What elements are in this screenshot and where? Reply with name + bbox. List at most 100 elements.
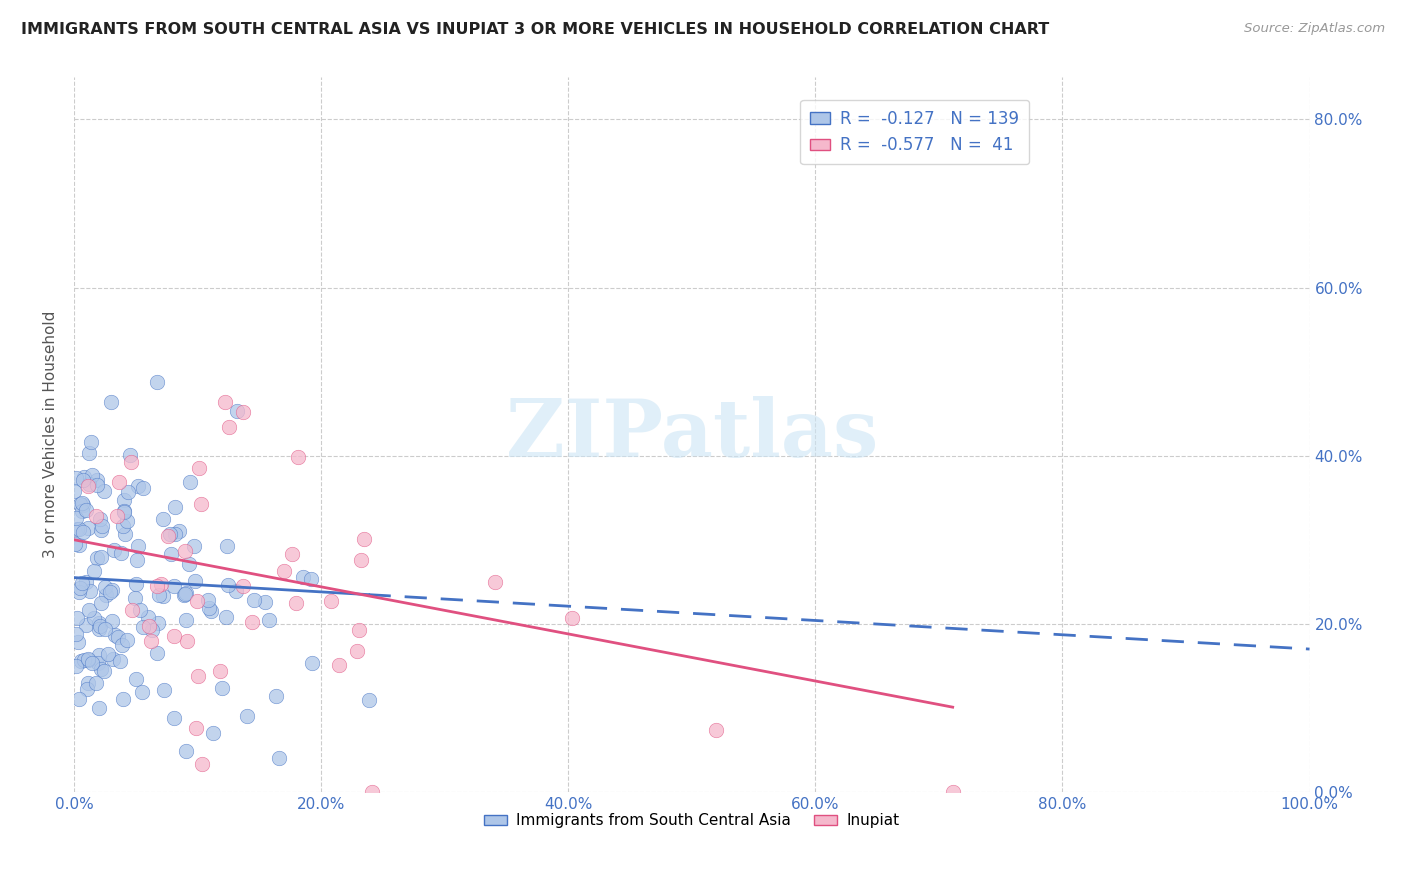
Point (197, 593, 219, 607)
Point (132, 620, 155, 634)
Point (202, 725, 225, 739)
Point (176, 613, 198, 627)
Point (484, 575, 506, 590)
Point (280, 547, 302, 561)
Point (146, 616, 169, 631)
Point (75, 574, 97, 589)
Point (217, 578, 239, 592)
Point (83, 610, 105, 624)
Point (156, 528, 179, 542)
Point (73, 470, 96, 484)
Point (93, 664, 115, 678)
Point (174, 744, 197, 758)
Point (69, 498, 91, 512)
Point (190, 497, 212, 511)
Point (83, 564, 105, 578)
Point (243, 593, 266, 607)
Point (145, 646, 167, 660)
Text: IMMIGRANTS FROM SOUTH CENTRAL ASIA VS INUPIAT 3 OR MORE VEHICLES IN HOUSEHOLD CO: IMMIGRANTS FROM SOUTH CENTRAL ASIA VS IN… (21, 22, 1049, 37)
Point (72, 498, 94, 512)
Point (76, 521, 98, 535)
Point (63, 537, 86, 551)
Point (110, 654, 132, 668)
Point (112, 519, 135, 533)
Point (65, 658, 87, 673)
Point (98, 585, 121, 599)
Point (287, 450, 309, 465)
Point (292, 570, 315, 584)
Point (94, 580, 117, 594)
Point (77, 446, 100, 460)
Point (561, 611, 583, 625)
Point (149, 577, 172, 591)
Point (101, 652, 124, 666)
Point (138, 619, 160, 633)
Point (67, 584, 90, 599)
Point (72, 473, 94, 487)
Point (346, 643, 368, 657)
Y-axis label: 3 or more Vehicles in Household: 3 or more Vehicles in Household (44, 311, 58, 558)
Point (112, 505, 135, 519)
Point (63, 483, 86, 498)
Point (129, 603, 152, 617)
Point (226, 404, 249, 418)
Point (104, 628, 127, 642)
Point (89, 622, 111, 636)
Point (257, 613, 280, 627)
Point (94, 622, 117, 636)
Point (90, 549, 112, 564)
Point (353, 532, 375, 546)
Point (136, 610, 159, 624)
Point (121, 602, 143, 616)
Point (191, 756, 214, 771)
Point (236, 708, 259, 723)
Point (120, 455, 142, 469)
Point (131, 685, 153, 699)
Point (76, 676, 98, 690)
Legend: Immigrants from South Central Asia, Inupiat: Immigrants from South Central Asia, Inup… (478, 807, 905, 834)
Point (76, 681, 98, 696)
Point (103, 542, 125, 557)
Point (125, 553, 148, 567)
Text: ZIPatlas: ZIPatlas (506, 396, 877, 474)
Point (105, 509, 128, 524)
Point (208, 665, 231, 679)
Point (328, 657, 350, 672)
Point (111, 691, 134, 706)
Point (225, 584, 247, 599)
Point (91, 519, 114, 533)
Point (152, 682, 174, 697)
Point (232, 405, 254, 419)
Point (186, 594, 208, 608)
Point (299, 572, 322, 586)
Point (125, 577, 148, 591)
Point (183, 540, 205, 554)
Point (66, 611, 89, 625)
Point (186, 721, 208, 735)
Point (112, 504, 135, 518)
Point (100, 394, 122, 409)
Point (173, 586, 195, 600)
Point (117, 514, 139, 528)
Point (70, 653, 93, 667)
Point (176, 633, 198, 648)
Point (101, 615, 124, 629)
Point (93, 483, 115, 498)
Point (146, 578, 169, 592)
Point (350, 553, 373, 567)
Point (114, 527, 136, 541)
Point (79, 584, 101, 599)
Point (217, 539, 239, 553)
Point (188, 460, 211, 475)
Point (211, 681, 233, 695)
Point (218, 420, 240, 434)
Point (65, 627, 87, 641)
Point (80, 656, 103, 670)
Point (75, 617, 97, 632)
Point (124, 591, 146, 605)
Point (77, 652, 100, 666)
Point (73, 652, 96, 666)
Point (65, 511, 87, 525)
Point (167, 524, 190, 539)
Point (159, 527, 181, 541)
